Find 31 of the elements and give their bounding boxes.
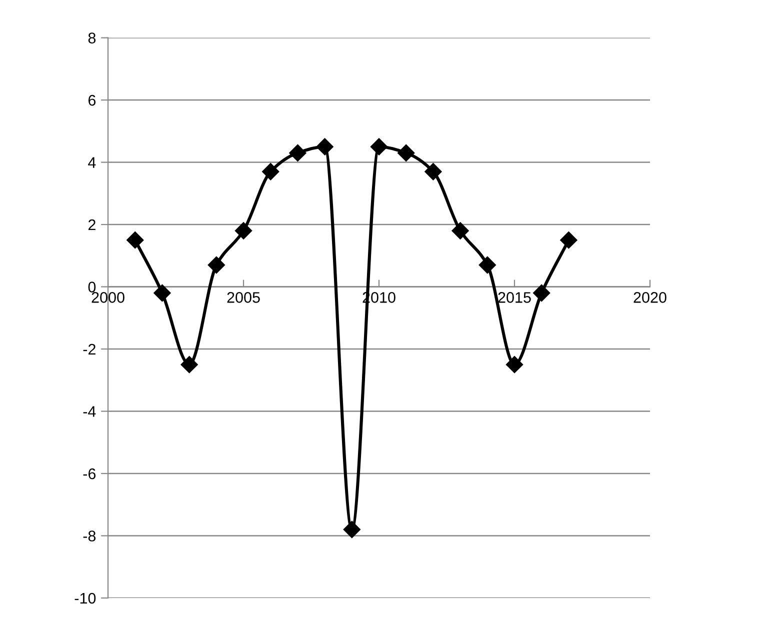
y-tick-label: -4 [83, 406, 96, 417]
point [180, 356, 198, 374]
y-tick-label: 2 [88, 219, 96, 230]
x-tick-label: 2020 [634, 292, 666, 303]
point [343, 520, 360, 538]
point [370, 138, 388, 156]
y-tick-label: -10 [74, 592, 96, 604]
point [126, 232, 144, 249]
point [398, 144, 415, 162]
point [234, 222, 252, 240]
y-tick-label: 8 [88, 32, 96, 44]
y-tick-label: 0 [88, 282, 96, 292]
point [452, 222, 469, 240]
x-tick-label: 2015 [498, 292, 531, 303]
y-tick-label: -8 [83, 530, 96, 542]
point [560, 232, 578, 249]
point [154, 284, 171, 302]
x-tick-label: 2000 [92, 292, 124, 303]
point [506, 356, 524, 374]
point [316, 138, 334, 156]
y-tick-label: 4 [88, 157, 96, 168]
y-tick-label: -2 [83, 344, 96, 355]
point [289, 144, 306, 162]
x-tick-label: 2005 [227, 292, 260, 303]
point [424, 163, 442, 180]
point [262, 163, 280, 180]
y-tick-label: 6 [88, 94, 96, 106]
point [208, 256, 225, 274]
point [533, 284, 550, 302]
y-tick-label: -6 [83, 468, 96, 480]
point [478, 256, 496, 274]
